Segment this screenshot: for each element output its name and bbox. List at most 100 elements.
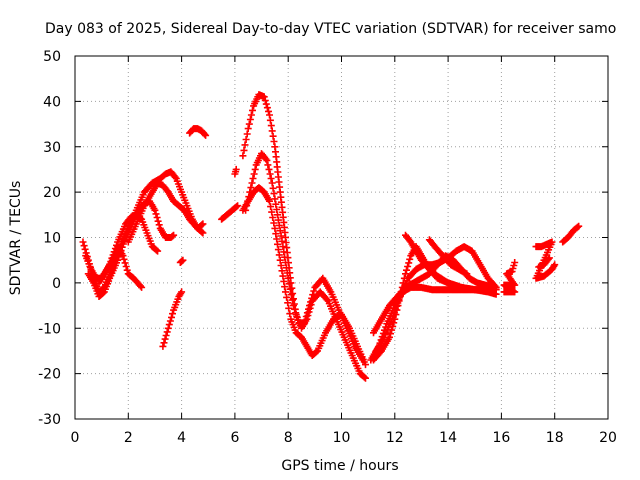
data-point xyxy=(137,282,144,290)
series-arc-s xyxy=(425,236,471,278)
data-point xyxy=(154,217,162,225)
data-point xyxy=(201,130,209,138)
data-point xyxy=(403,266,410,274)
data-point xyxy=(406,255,414,263)
data-point xyxy=(199,229,207,237)
data-point xyxy=(492,286,500,294)
data-point xyxy=(381,326,388,334)
data-point xyxy=(161,335,169,343)
series-arc-h xyxy=(186,125,210,139)
data-point xyxy=(375,342,383,350)
x-tick-label: 2 xyxy=(124,430,133,446)
series-arc-l xyxy=(242,150,367,364)
data-point xyxy=(152,210,160,218)
data-point xyxy=(165,321,173,329)
data-point xyxy=(286,285,294,293)
data-point xyxy=(278,237,286,245)
data-point xyxy=(277,262,285,269)
y-tick-label: -10 xyxy=(38,321,61,337)
y-tick-label: 0 xyxy=(52,276,61,292)
data-point xyxy=(250,170,258,178)
data-point xyxy=(270,190,278,198)
x-tick-label: 8 xyxy=(284,430,293,446)
x-axis-label: GPS time / hours xyxy=(281,458,398,474)
data-point xyxy=(276,227,284,235)
data-point xyxy=(511,259,519,266)
data-point xyxy=(276,256,284,264)
data-point xyxy=(168,313,175,321)
data-point xyxy=(282,288,289,296)
y-tick-label: 10 xyxy=(43,231,61,247)
data-point xyxy=(246,116,254,123)
series-arc-d xyxy=(95,243,146,291)
y-tick-label: 50 xyxy=(43,49,61,65)
data-point xyxy=(463,270,471,278)
data-point xyxy=(269,184,277,192)
data-point xyxy=(302,313,310,320)
data-point xyxy=(284,274,292,282)
data-point xyxy=(247,184,255,192)
data-point xyxy=(264,161,272,169)
data-point xyxy=(154,247,162,255)
data-point xyxy=(281,283,289,291)
data-points xyxy=(79,91,583,382)
data-point xyxy=(263,104,271,112)
data-point xyxy=(244,125,252,133)
data-point xyxy=(178,288,186,296)
data-point xyxy=(163,328,171,336)
data-point xyxy=(162,332,170,339)
series-arc-f xyxy=(159,288,186,350)
data-point xyxy=(271,195,279,203)
data-point xyxy=(267,175,275,182)
data-point xyxy=(274,216,282,224)
data-point xyxy=(274,246,282,254)
data-point xyxy=(80,242,88,250)
data-point xyxy=(249,106,256,114)
data-point xyxy=(159,342,167,350)
data-point xyxy=(153,246,160,254)
data-point xyxy=(545,254,553,262)
data-point xyxy=(294,316,302,324)
data-point xyxy=(153,214,161,221)
data-point xyxy=(274,211,281,219)
data-point xyxy=(245,120,253,128)
data-point xyxy=(293,313,301,320)
data-point xyxy=(290,295,297,303)
data-point xyxy=(270,219,278,227)
data-point xyxy=(267,122,275,130)
data-point xyxy=(283,269,291,277)
data-point xyxy=(376,339,384,347)
data-point xyxy=(323,296,331,304)
data-point xyxy=(574,223,582,231)
data-point xyxy=(249,175,257,182)
data-point xyxy=(272,200,280,208)
x-tick-label: 18 xyxy=(546,430,564,446)
data-point xyxy=(305,305,312,313)
data-point xyxy=(251,165,259,173)
data-point xyxy=(166,317,174,325)
data-point xyxy=(288,284,296,292)
data-point xyxy=(120,255,128,263)
data-point xyxy=(291,305,299,313)
data-point xyxy=(266,197,273,205)
data-point xyxy=(550,262,558,270)
data-point xyxy=(234,202,242,210)
data-point xyxy=(275,221,283,229)
data-point xyxy=(379,329,387,337)
x-tick-label: 10 xyxy=(333,430,351,446)
data-point xyxy=(260,93,268,101)
data-point xyxy=(265,165,273,173)
data-point xyxy=(301,316,309,324)
data-point xyxy=(270,138,278,145)
axis-ticks: 0 2 4 6 8 10 12 14 16 18 20 -30 -20 -10 0 10 20 30 40 50 xyxy=(38,49,617,446)
data-point xyxy=(198,228,206,236)
data-point xyxy=(268,208,276,216)
data-point xyxy=(263,156,271,164)
data-point xyxy=(247,111,255,119)
data-point xyxy=(277,232,285,240)
data-point xyxy=(265,107,272,115)
data-point xyxy=(240,146,248,154)
data-point xyxy=(266,116,274,124)
data-point xyxy=(242,136,250,143)
